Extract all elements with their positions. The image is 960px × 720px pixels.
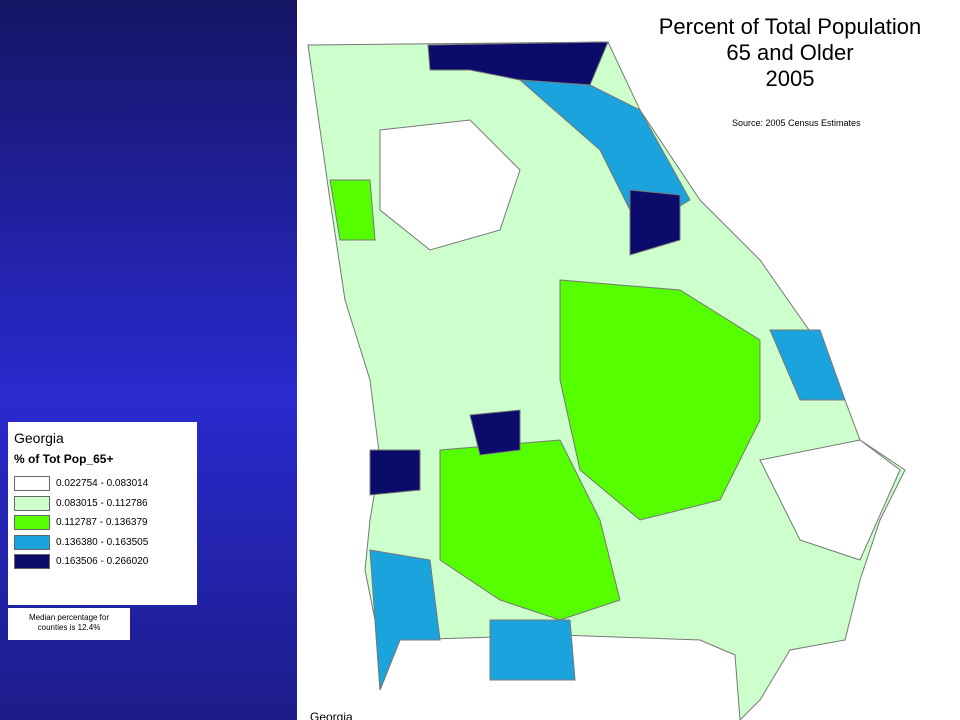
legend-row: 0.022754 - 0.083014: [14, 474, 191, 494]
county-group: [329, 179, 376, 241]
title-line: 2005: [765, 66, 815, 91]
note-line: counties is 12.4%: [37, 623, 101, 632]
legend-label: 0.163506 - 0.266020: [56, 556, 149, 568]
legend-swatch: [14, 476, 50, 492]
legend-row: 0.163506 - 0.266020: [14, 552, 191, 572]
legend-rows: 0.022754 - 0.083014 0.083015 - 0.112786 0.…: [14, 474, 191, 572]
legend-swatch: [14, 495, 50, 511]
county-group: [379, 119, 521, 251]
legend-subtitle: % of Tot Pop_65+: [14, 452, 114, 466]
title-line: Percent of Total Population: [658, 14, 922, 39]
note: Median percentage for counties is 12.4%: [8, 608, 130, 640]
title-line: 65 and Older: [726, 40, 854, 65]
legend-title: Georgia: [14, 430, 64, 446]
county-group: [759, 439, 901, 561]
county-group: [439, 439, 621, 621]
legend-swatch: [14, 515, 50, 531]
legend-row: 0.136380 - 0.163505: [14, 533, 191, 553]
legend-label: 0.022754 - 0.083014: [56, 478, 149, 490]
legend-row: 0.112787 - 0.136379: [14, 513, 191, 533]
legend-label: 0.136380 - 0.163505: [56, 536, 149, 548]
county-group: [629, 189, 681, 256]
legend-label: 0.112787 - 0.136379: [56, 517, 148, 529]
county-group: [369, 449, 421, 496]
legend: Georgia % of Tot Pop_65+ 0.022754 - 0.08…: [8, 422, 197, 605]
note-line: Median percentage for: [28, 613, 110, 622]
county-group: [469, 409, 521, 456]
legend-swatch: [14, 534, 50, 550]
legend-row: 0.083015 - 0.112786: [14, 494, 191, 514]
source: Source: 2005 Census Estimates: [732, 118, 861, 128]
map-label: Georgia: [310, 710, 353, 720]
county-group: [369, 549, 441, 691]
title: Percent of Total Population 65 and Older 2…: [620, 14, 960, 92]
legend-swatch: [14, 554, 50, 570]
county-group: [489, 619, 576, 681]
county-group: [559, 279, 761, 521]
legend-label: 0.083015 - 0.112786: [56, 497, 148, 509]
county-group: [769, 329, 846, 401]
